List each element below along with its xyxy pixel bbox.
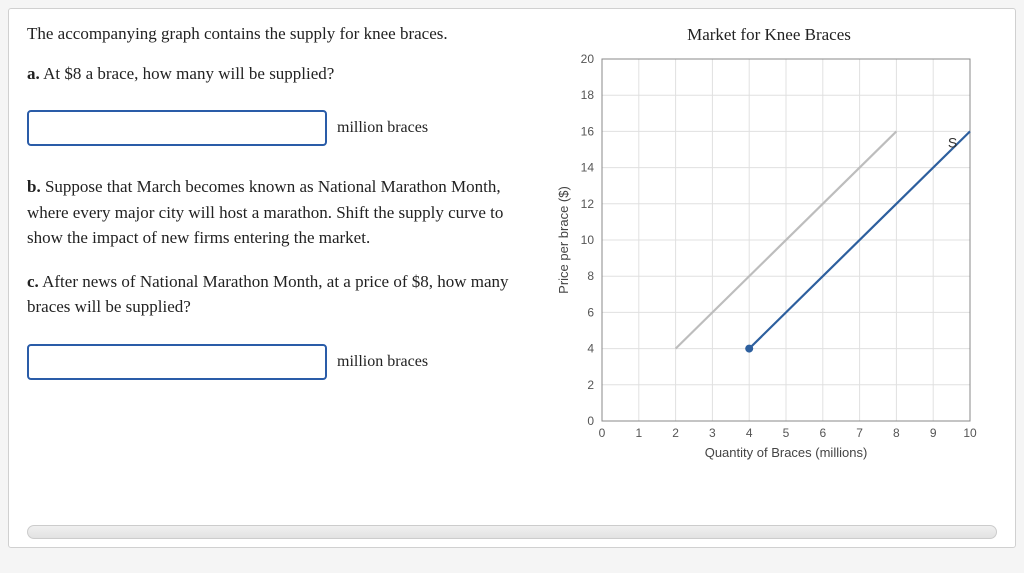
svg-text:3: 3	[709, 426, 716, 440]
question-panel: The accompanying graph contains the supp…	[8, 8, 1016, 548]
svg-text:0: 0	[587, 414, 594, 428]
svg-text:8: 8	[893, 426, 900, 440]
chart-title: Market for Knee Braces	[541, 25, 997, 45]
right-column: Market for Knee Braces S0123456789100246…	[541, 21, 997, 519]
svg-text:1: 1	[635, 426, 642, 440]
left-column: The accompanying graph contains the supp…	[27, 21, 517, 519]
svg-text:6: 6	[587, 305, 594, 319]
question-b-label: b.	[27, 177, 41, 196]
svg-text:4: 4	[746, 426, 753, 440]
svg-text:10: 10	[963, 426, 977, 440]
question-c-label: c.	[27, 272, 39, 291]
svg-text:8: 8	[587, 269, 594, 283]
question-c-text: After news of National Marathon Month, a…	[27, 272, 509, 317]
svg-text:14: 14	[581, 161, 595, 175]
svg-text:6: 6	[819, 426, 826, 440]
svg-text:S: S	[948, 135, 957, 151]
intro-text: The accompanying graph contains the supp…	[27, 21, 517, 47]
answer-input-c[interactable]	[27, 344, 327, 380]
svg-text:18: 18	[581, 88, 595, 102]
answer-input-a[interactable]	[27, 110, 327, 146]
question-b: b. Suppose that March becomes known as N…	[27, 174, 517, 251]
svg-text:12: 12	[581, 197, 595, 211]
question-b-text: Suppose that March becomes known as Nati…	[27, 177, 503, 247]
svg-text:2: 2	[587, 378, 594, 392]
svg-text:10: 10	[581, 233, 595, 247]
answer-row-a: million braces	[27, 110, 517, 146]
svg-text:0: 0	[599, 426, 606, 440]
svg-text:16: 16	[581, 124, 595, 138]
svg-text:4: 4	[587, 342, 594, 356]
horizontal-scrollbar[interactable]	[27, 525, 997, 539]
answer-unit-c: million braces	[337, 350, 428, 374]
svg-text:Quantity of Braces (millions): Quantity of Braces (millions)	[705, 445, 868, 460]
supply-chart[interactable]: S01234567891002468101214161820Quantity o…	[554, 51, 984, 471]
svg-text:5: 5	[783, 426, 790, 440]
question-a-text: At $8 a brace, how many will be supplied…	[43, 64, 334, 83]
question-c: c. After news of National Marathon Month…	[27, 269, 517, 320]
svg-text:20: 20	[581, 52, 595, 66]
question-a-label: a.	[27, 64, 40, 83]
svg-text:9: 9	[930, 426, 937, 440]
svg-text:Price per brace ($): Price per brace ($)	[556, 186, 571, 294]
svg-text:2: 2	[672, 426, 679, 440]
answer-row-c: million braces	[27, 344, 517, 380]
svg-text:7: 7	[856, 426, 863, 440]
answer-unit-a: million braces	[337, 116, 428, 140]
question-a: a. At $8 a brace, how many will be suppl…	[27, 61, 517, 87]
content-row: The accompanying graph contains the supp…	[27, 21, 997, 519]
